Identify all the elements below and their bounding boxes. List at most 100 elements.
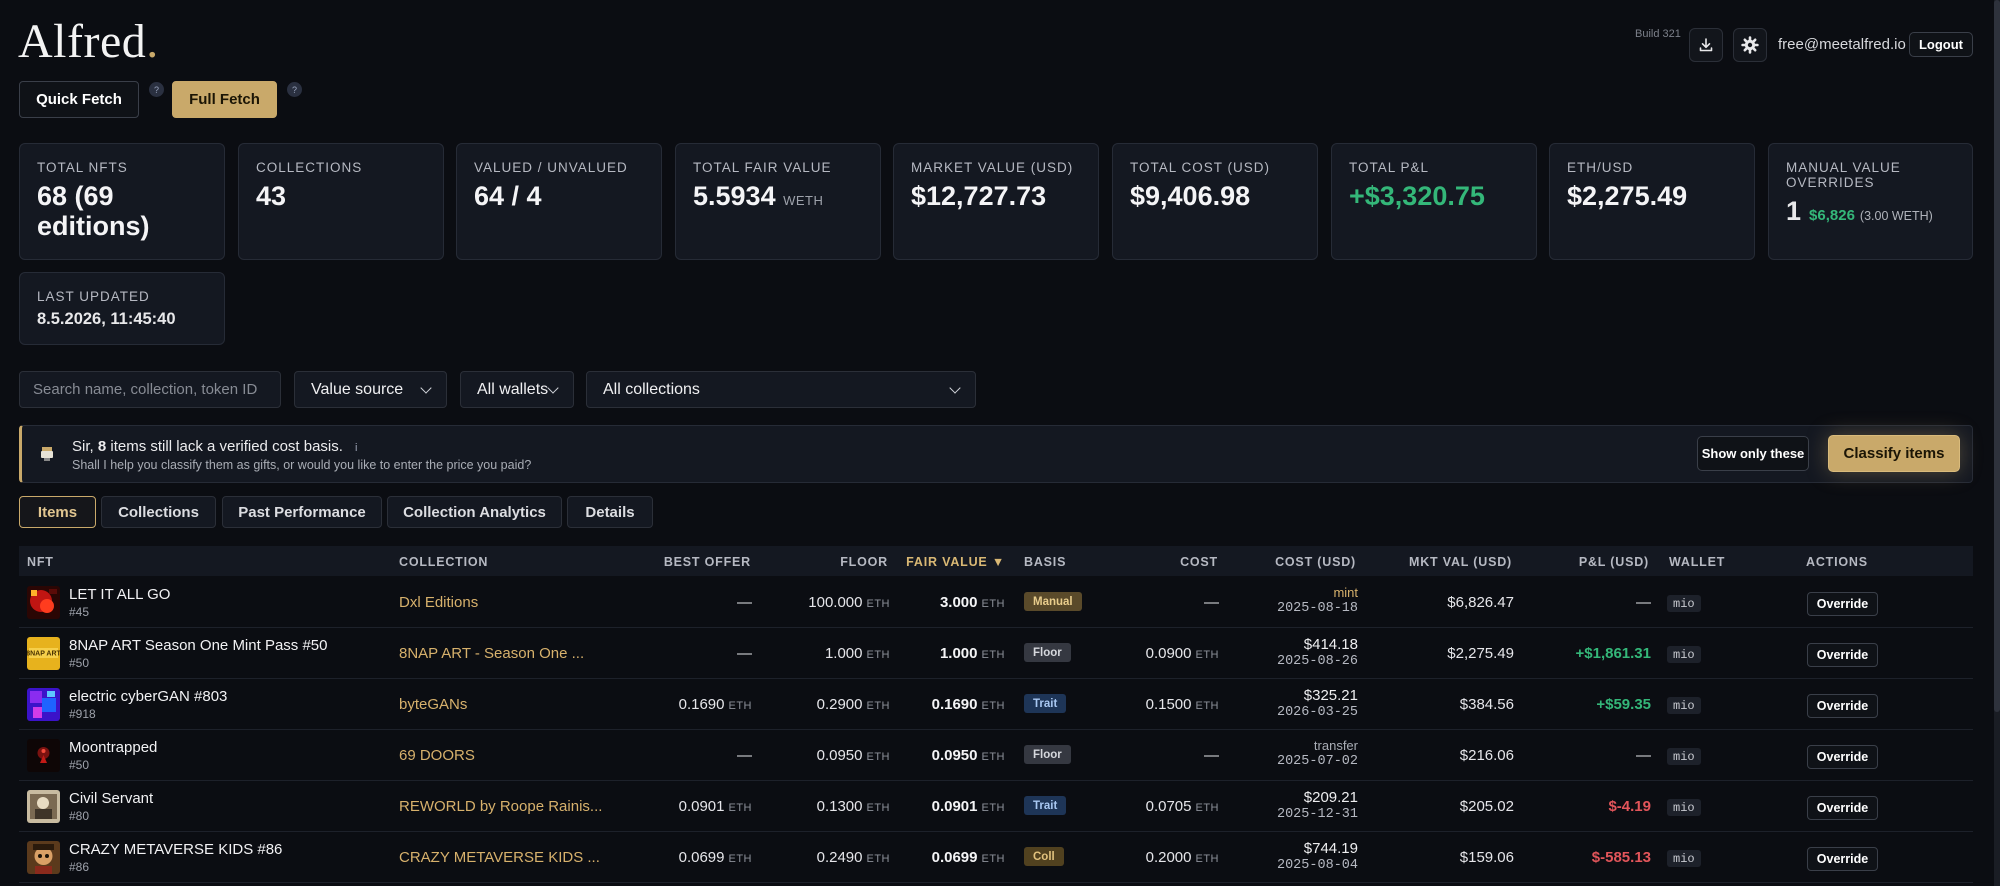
show-only-these-button[interactable]: Show only these <box>1697 436 1809 471</box>
page-scrollbar[interactable] <box>1994 0 2000 886</box>
value-source-select[interactable]: Value source <box>294 371 447 408</box>
nft-token-id: #50 <box>69 758 90 772</box>
settings-button[interactable] <box>1733 28 1767 62</box>
cost-date: 2025-08-18 <box>1276 601 1358 616</box>
col-wallet[interactable]: WALLET <box>1669 555 1726 569</box>
cost-usd: transfer 2025-07-02 <box>1276 738 1358 769</box>
download-button[interactable] <box>1689 28 1723 62</box>
stat-valued-unvalued: VALUED / UNVALUED 64 / 4 <box>456 143 662 260</box>
stat-manual-overrides: MANUAL VALUE OVERRIDES 1 $6,826 (3.00 WE… <box>1768 143 1973 260</box>
scrollbar-thumb[interactable] <box>1994 0 2000 712</box>
cost: 0.0900 ETH <box>1145 645 1219 662</box>
nft-name[interactable]: 8NAP ART Season One Mint Pass #50 <box>69 637 328 654</box>
table-row[interactable]: 8NAP ART 8NAP ART Season One Mint Pass #… <box>19 628 1973 679</box>
col-collection[interactable]: COLLECTION <box>399 555 489 569</box>
tab-details[interactable]: Details <box>567 496 653 528</box>
basis-badge: Floor <box>1024 745 1071 764</box>
floor-price: 0.2490 ETH <box>816 849 890 866</box>
stat-value: $9,406.98 <box>1130 181 1251 211</box>
nft-token-id: #918 <box>69 707 96 721</box>
tab-items[interactable]: Items <box>19 496 96 528</box>
classify-items-button[interactable]: Classify items <box>1828 435 1960 472</box>
market-value: $6,826.47 <box>1447 594 1514 611</box>
col-floor[interactable]: FLOOR <box>840 555 888 569</box>
wallet-tag: mio <box>1667 697 1701 714</box>
override-button[interactable]: Override <box>1807 847 1878 871</box>
nft-thumbnail <box>27 739 60 772</box>
override-button[interactable]: Override <box>1807 592 1878 616</box>
wallet-tag: mio <box>1667 595 1701 612</box>
full-fetch-help-icon[interactable]: ? <box>287 82 302 97</box>
stat-label: TOTAL NFTS <box>37 160 128 175</box>
logout-button[interactable]: Logout <box>1909 32 1973 57</box>
collection-link[interactable]: byteGANs <box>399 696 468 713</box>
search-input[interactable] <box>19 371 281 408</box>
cost: 0.0705 ETH <box>1145 798 1219 815</box>
col-best-offer[interactable]: BEST OFFER <box>663 555 751 569</box>
stat-value: 5.5934 WETH <box>693 181 824 211</box>
nft-name[interactable]: LET IT ALL GO <box>69 586 171 603</box>
stat-last-updated: LAST UPDATED 8.5.2026, 11:45:40 <box>19 272 225 345</box>
stat-value: 1 $6,826 (3.00 WETH) <box>1786 196 1955 227</box>
nft-name[interactable]: CRAZY METAVERSE KIDS #86 <box>69 841 283 858</box>
nft-name[interactable]: Civil Servant <box>69 790 154 807</box>
wallet-tag: mio <box>1667 646 1701 663</box>
stat-total-pnl: TOTAL P&L +$3,320.75 <box>1331 143 1537 260</box>
col-nft[interactable]: NFT <box>27 555 54 569</box>
table-row[interactable]: Moontrapped #50 69 DOORS — 0.0950 ETH 0.0… <box>19 730 1973 781</box>
col-mkt-val[interactable]: MKT VAL (USD) <box>1409 555 1512 569</box>
nft-thumbnail: 8NAP ART <box>27 637 60 670</box>
table-row[interactable]: CRAZY METAVERSE KIDS #86 #86 CRAZY METAV… <box>19 832 1973 883</box>
banner-message: Sir, 8 items still lack a verified cost … <box>72 438 358 455</box>
chevron-down-icon <box>949 381 961 394</box>
override-button[interactable]: Override <box>1807 694 1878 718</box>
user-email: free@meetalfred.io <box>1778 36 1906 53</box>
override-button[interactable]: Override <box>1807 643 1878 667</box>
best-offer: — <box>737 594 752 611</box>
stat-value: 64 / 4 <box>474 181 542 211</box>
nft-name[interactable]: electric cyberGAN #803 <box>69 688 228 705</box>
info-icon[interactable]: i <box>354 442 358 454</box>
chevron-down-icon <box>547 381 559 394</box>
tab-collections[interactable]: Collections <box>101 496 216 528</box>
col-cost[interactable]: COST <box>1180 555 1218 569</box>
collection-link[interactable]: Dxl Editions <box>399 594 479 611</box>
stat-label: ETH/USD <box>1567 160 1634 175</box>
quick-fetch-help-icon[interactable]: ? <box>149 82 164 97</box>
collection-link[interactable]: CRAZY METAVERSE KIDS ... <box>399 849 600 866</box>
collection-link[interactable]: REWORLD by Roope Rainis... <box>399 798 603 815</box>
cost-date: 2025-07-02 <box>1276 754 1358 769</box>
market-value: $216.06 <box>1459 747 1514 764</box>
table-row[interactable]: LET IT ALL GO #45 Dxl Editions — 100.000… <box>19 577 1973 628</box>
floor-price: 0.2900 ETH <box>816 696 890 713</box>
col-cost-usd[interactable]: COST (USD) <box>1275 555 1356 569</box>
collection-link[interactable]: 69 DOORS <box>399 747 475 764</box>
stat-label: LAST UPDATED <box>37 289 150 304</box>
stat-label: VALUED / UNVALUED <box>474 160 628 175</box>
market-value: $205.02 <box>1459 798 1514 815</box>
col-fair-value[interactable]: FAIR VALUE ▼ <box>906 555 1005 569</box>
col-pnl[interactable]: P&L (USD) <box>1578 555 1649 569</box>
tab-past-performance[interactable]: Past Performance <box>222 496 382 528</box>
alfred-logo: Alfred. <box>18 15 159 68</box>
stat-value: 8.5.2026, 11:45:40 <box>37 310 176 328</box>
stat-market-value: MARKET VALUE (USD) $12,727.73 <box>893 143 1099 260</box>
override-button[interactable]: Override <box>1807 796 1878 820</box>
download-icon <box>1699 38 1713 52</box>
nft-token-id: #80 <box>69 809 90 823</box>
basis-badge: Trait <box>1024 796 1067 815</box>
collection-link[interactable]: 8NAP ART - Season One ... <box>399 645 585 662</box>
stat-label: MARKET VALUE (USD) <box>911 160 1074 175</box>
table-row[interactable]: Civil Servant #80 REWORLD by Roope Raini… <box>19 781 1973 832</box>
quick-fetch-button[interactable]: Quick Fetch <box>19 81 139 118</box>
override-button[interactable]: Override <box>1807 745 1878 769</box>
basis-badge: Floor <box>1024 643 1071 662</box>
tab-collection-analytics[interactable]: Collection Analytics <box>387 496 562 528</box>
col-basis[interactable]: BASIS <box>1024 555 1067 569</box>
collections-select[interactable]: All collections <box>586 371 976 408</box>
table-row[interactable]: electric cyberGAN #803 #918 byteGANs 0.1… <box>19 679 1973 730</box>
nft-name[interactable]: Moontrapped <box>69 739 158 756</box>
full-fetch-button[interactable]: Full Fetch <box>172 81 277 118</box>
cost: 0.2000 ETH <box>1145 849 1219 866</box>
wallets-select[interactable]: All wallets <box>460 371 574 408</box>
